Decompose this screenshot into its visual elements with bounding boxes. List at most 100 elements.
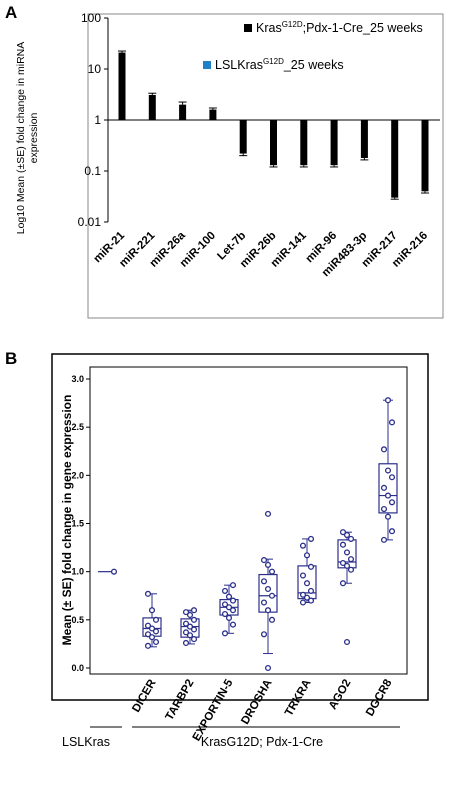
panel-a-y-tick-label: 1 bbox=[94, 113, 101, 127]
data-point-trkra bbox=[307, 563, 315, 570]
data-point-tarbp2 bbox=[182, 609, 190, 616]
data-point-tarbp2 bbox=[190, 616, 198, 623]
data-point-trkra bbox=[299, 572, 307, 579]
outlier-point-ago2 bbox=[343, 638, 351, 646]
bar-mir-26a bbox=[179, 104, 187, 120]
panel-b-axis: 0.0 0.5 1.0 1.5 2.0 2.5 3.0 bbox=[71, 374, 90, 673]
data-point-dgcr8 bbox=[388, 528, 396, 535]
data-point-trkra bbox=[303, 552, 311, 559]
panel-b-border bbox=[51, 353, 429, 701]
data-point-exportin-5 bbox=[221, 601, 229, 608]
x-label-dgcr8: DGCR8 bbox=[364, 677, 395, 718]
panel-a-letter: A bbox=[5, 3, 17, 22]
data-point-drosha bbox=[268, 592, 276, 599]
data-point-tarbp2 bbox=[186, 623, 194, 630]
bar-mir-96 bbox=[330, 120, 338, 166]
bar-mir-26b bbox=[270, 120, 277, 166]
data-point-dicer bbox=[144, 590, 152, 597]
panel-b-y-tick-label: 0.0 bbox=[71, 663, 84, 673]
data-point-trkra bbox=[307, 535, 315, 542]
data-point-trkra bbox=[299, 599, 307, 606]
data-point-dicer bbox=[152, 616, 160, 623]
data-point-lslkras bbox=[110, 568, 118, 575]
data-point-dgcr8 bbox=[384, 467, 392, 474]
data-point-trkra bbox=[307, 597, 315, 604]
data-point-exportin-5 bbox=[229, 621, 237, 628]
data-point-drosha bbox=[264, 585, 272, 593]
data-point-tarbp2 bbox=[182, 639, 190, 647]
data-point-dgcr8 bbox=[380, 484, 388, 491]
panel-a-y-tick-label: 0.1 bbox=[84, 164, 101, 178]
data-point-trkra bbox=[303, 580, 311, 587]
data-point-dgcr8 bbox=[388, 499, 396, 506]
data-point-dgcr8 bbox=[384, 397, 392, 404]
panel-a-y-tick-label: 0.01 bbox=[78, 215, 102, 229]
x-label-exportin-5: EXPORTIN-5 bbox=[191, 677, 236, 743]
panel-b-y-tick-label: 2.5 bbox=[71, 422, 84, 432]
outlier-point-drosha bbox=[264, 664, 272, 672]
data-point-ago2 bbox=[339, 559, 347, 567]
data-point-dicer bbox=[148, 607, 156, 614]
group-label-lslkras: LSLKras bbox=[62, 735, 110, 749]
bar-mir-217 bbox=[391, 120, 399, 198]
data-point-drosha bbox=[268, 616, 276, 623]
panel-b-y-label: Mean (± SE) fold change in gene expressi… bbox=[60, 395, 74, 646]
data-point-exportin-5 bbox=[229, 597, 237, 604]
data-point-ago2 bbox=[343, 562, 351, 569]
data-point-drosha bbox=[264, 607, 272, 614]
data-point-tarbp2 bbox=[190, 636, 198, 643]
data-point-trkra bbox=[299, 591, 307, 598]
panel-a-x-labels: miR-21miR-221miR-26amiR-100Let-7bmiR-26b… bbox=[92, 229, 431, 279]
data-point-dicer bbox=[148, 634, 156, 641]
data-point-drosha bbox=[268, 568, 276, 575]
data-point-dicer bbox=[144, 622, 152, 629]
data-point-ago2 bbox=[339, 580, 347, 587]
data-point-exportin-5 bbox=[229, 607, 237, 614]
bar-mir483-3p bbox=[360, 120, 368, 158]
data-point-ago2 bbox=[343, 549, 351, 556]
data-point-drosha bbox=[260, 557, 268, 564]
data-point-dgcr8 bbox=[388, 474, 396, 481]
data-point-ago2 bbox=[343, 532, 351, 539]
data-point-dgcr8 bbox=[380, 506, 388, 513]
legend-swatch-kras bbox=[244, 24, 252, 32]
panel-b-y-tick-label: 1.0 bbox=[71, 567, 84, 577]
bar-let-7b bbox=[239, 120, 247, 154]
data-point-exportin-5 bbox=[225, 593, 233, 600]
data-point-drosha bbox=[264, 561, 272, 568]
panel-a-bars bbox=[118, 50, 429, 200]
panel-a-y-label-line1: Log10 Mean (±SE) fold change in miRNA bbox=[15, 42, 27, 235]
data-point-dicer bbox=[148, 625, 156, 632]
x-label-trkra: TRKRA bbox=[283, 678, 314, 719]
panel-b-boxes bbox=[98, 397, 398, 672]
bar-mir-221 bbox=[148, 94, 156, 120]
data-point-drosha bbox=[260, 631, 268, 638]
panel-b-y-tick-label: 0.5 bbox=[71, 615, 84, 625]
data-point-dgcr8 bbox=[388, 419, 396, 426]
bar-mir-100 bbox=[209, 109, 217, 120]
panel-b-chart: B 0.00.51.01.52.02.53.0 DICER TARBP2EXPOR… bbox=[5, 349, 429, 749]
data-point-trkra bbox=[303, 594, 311, 601]
x-label-ago2: AGO2 bbox=[327, 678, 354, 712]
data-point-ago2 bbox=[339, 529, 347, 536]
panel-a-y-tick-label: 10 bbox=[88, 62, 102, 76]
data-point-dicer bbox=[152, 628, 160, 635]
bar-mir-216 bbox=[421, 120, 429, 192]
data-point-tarbp2 bbox=[186, 611, 194, 619]
data-point-ago2 bbox=[339, 541, 347, 548]
data-point-exportin-5 bbox=[221, 630, 229, 637]
data-point-dgcr8 bbox=[384, 513, 392, 520]
data-point-ago2 bbox=[347, 566, 355, 573]
data-point-tarbp2 bbox=[190, 626, 198, 633]
data-point-dgcr8 bbox=[384, 492, 392, 499]
panel-b-group-annotation: LSLKras KrasG12D; Pdx-1-Cre bbox=[62, 726, 400, 749]
box-dgcr8 bbox=[378, 463, 398, 514]
outlier-point-drosha bbox=[264, 510, 272, 517]
panel-b-y-tick-label: 2.0 bbox=[71, 470, 84, 480]
data-point-tarbp2 bbox=[182, 620, 190, 627]
data-point-dgcr8 bbox=[380, 536, 388, 543]
data-point-exportin-5 bbox=[221, 587, 229, 594]
panel-b-y-tick-label: 3.0 bbox=[71, 374, 84, 384]
data-point-trkra bbox=[299, 542, 307, 549]
